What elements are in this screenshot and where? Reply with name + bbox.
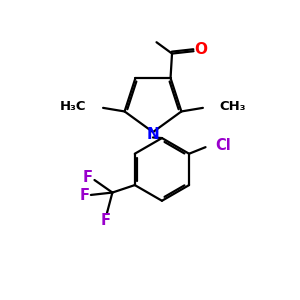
Text: N: N	[147, 127, 159, 142]
Text: F: F	[83, 170, 93, 185]
Text: Cl: Cl	[215, 139, 231, 154]
Text: F: F	[101, 212, 111, 227]
Text: O: O	[194, 43, 208, 58]
Text: H₃C: H₃C	[60, 100, 87, 112]
Text: F: F	[79, 188, 89, 203]
Text: CH₃: CH₃	[219, 100, 246, 112]
